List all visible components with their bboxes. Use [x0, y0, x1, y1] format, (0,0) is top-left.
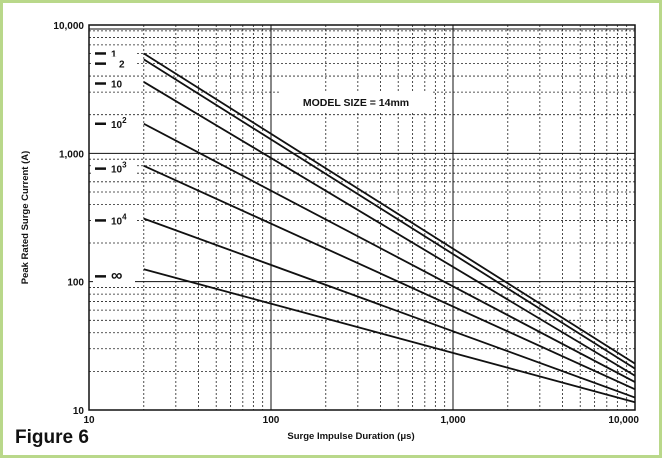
- plot-border: [88, 24, 636, 411]
- annotation-box: [281, 91, 431, 113]
- x-tick-label: 10: [83, 415, 95, 426]
- series-line: [143, 58, 636, 370]
- series-label: 1: [111, 49, 117, 60]
- series-label-backing: [93, 213, 135, 228]
- y-tick-label: 100: [67, 278, 84, 289]
- y-tick-label: 10,000: [53, 21, 84, 32]
- series-line: [143, 81, 636, 377]
- series-label-backing: [93, 161, 135, 176]
- series-line: [143, 52, 636, 365]
- series-label-backing: [93, 76, 135, 91]
- series-label: 2: [119, 60, 125, 71]
- surge-chart: 10 100 1,000 10,000 10 100 1,000 10,000 Surge Im…: [20, 21, 639, 442]
- series-line: [143, 217, 636, 399]
- series-label-backing: [93, 269, 135, 284]
- figure-caption: Figure 6: [15, 427, 89, 448]
- y-tick-label: 10: [73, 406, 85, 417]
- series-label: ∞: [111, 267, 122, 284]
- series-line: [143, 122, 636, 383]
- y-axis-label: Peak Rated Surge Current (A): [20, 151, 31, 285]
- model-size-annotation: MODEL SIZE = 14mm: [303, 97, 409, 109]
- y-tick-label: 1,000: [59, 149, 84, 160]
- x-tick-label: 1,000: [440, 415, 465, 426]
- series-label: 10: [111, 80, 123, 91]
- x-tick-label: 10,000: [608, 415, 639, 426]
- series-line: [143, 268, 636, 404]
- plot-area: [89, 25, 635, 410]
- series-line: [143, 164, 636, 391]
- x-axis-label: Surge Impulse Duration (μs): [287, 431, 414, 442]
- x-tick-label: 100: [263, 415, 280, 426]
- series-label-backing: [93, 116, 135, 131]
- series-label-backing: [93, 56, 135, 71]
